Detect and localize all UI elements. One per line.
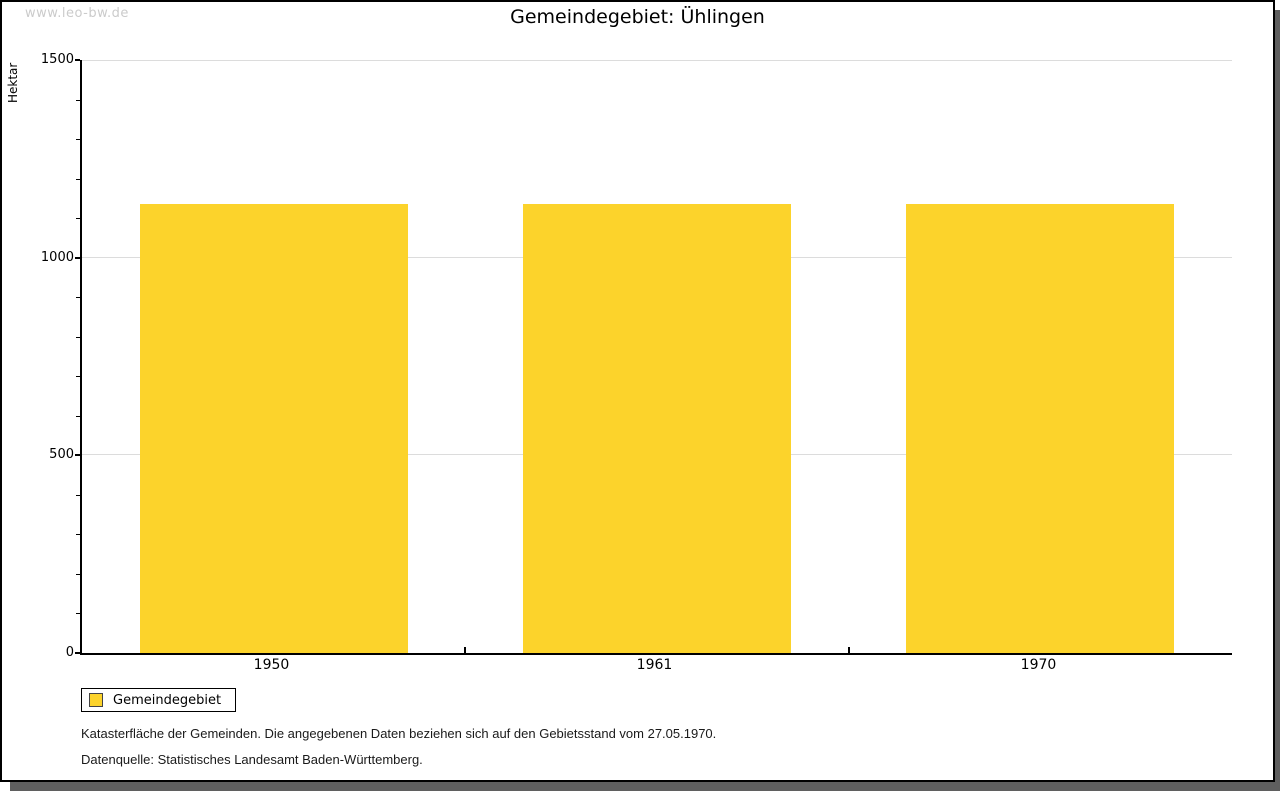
y-axis-minor-tick-700 — [76, 376, 80, 377]
y-axis-minor-tick-400 — [76, 495, 80, 496]
y-axis-minor-tick-1200 — [76, 179, 80, 180]
y-tick-label-1500: 1500 — [40, 52, 74, 67]
y-axis-minor-tick-300 — [76, 534, 80, 535]
bar-1950 — [140, 204, 408, 653]
chart-title: Gemeindegebiet: Ühlingen — [510, 6, 765, 28]
frame-shadow-bottom — [10, 782, 1280, 791]
y-tick-label-0: 0 — [65, 645, 74, 660]
footnote-line1: Katasterfläche der Gemeinden. Die angege… — [81, 726, 717, 741]
plot-area — [80, 60, 1232, 655]
footnote-line2: Datenquelle: Statistisches Landesamt Bad… — [81, 752, 423, 767]
legend: Gemeindegebiet — [81, 688, 237, 712]
watermark: www.leo-bw.de — [25, 6, 129, 21]
x-tick-label-1961: 1961 — [636, 657, 673, 673]
bar-1970 — [906, 204, 1174, 653]
y-axis-minor-tick-600 — [76, 416, 80, 417]
y-tick-label-1000: 1000 — [40, 250, 74, 265]
y-axis-minor-tick-1400 — [76, 100, 80, 101]
x-tick-label-1970: 1970 — [1020, 657, 1057, 673]
y-axis-minor-tick-1100 — [76, 218, 80, 219]
y-axis-minor-tick-900 — [76, 297, 80, 298]
legend-swatch — [89, 693, 103, 707]
y-axis-tick-500 — [75, 454, 80, 456]
x-tick-label-1950: 1950 — [253, 657, 290, 673]
frame-shadow-right — [1275, 10, 1280, 791]
y-axis-minor-tick-800 — [76, 337, 80, 338]
y-axis-tick-1000 — [75, 257, 80, 259]
y-axis-label: Hektar — [6, 62, 20, 103]
gridline-1500 — [82, 60, 1232, 61]
y-axis-tick-1500 — [75, 59, 80, 61]
bar-1961 — [523, 204, 791, 653]
y-axis-tick-0 — [75, 652, 80, 654]
x-axis-boundary-tick-1 — [464, 647, 466, 653]
y-axis-minor-tick-1300 — [76, 139, 80, 140]
legend-label: Gemeindegebiet — [113, 692, 222, 708]
x-axis-boundary-tick-2 — [848, 647, 850, 653]
y-tick-label-500: 500 — [49, 447, 74, 462]
y-axis-minor-tick-200 — [76, 574, 80, 575]
y-axis-minor-tick-100 — [76, 613, 80, 614]
